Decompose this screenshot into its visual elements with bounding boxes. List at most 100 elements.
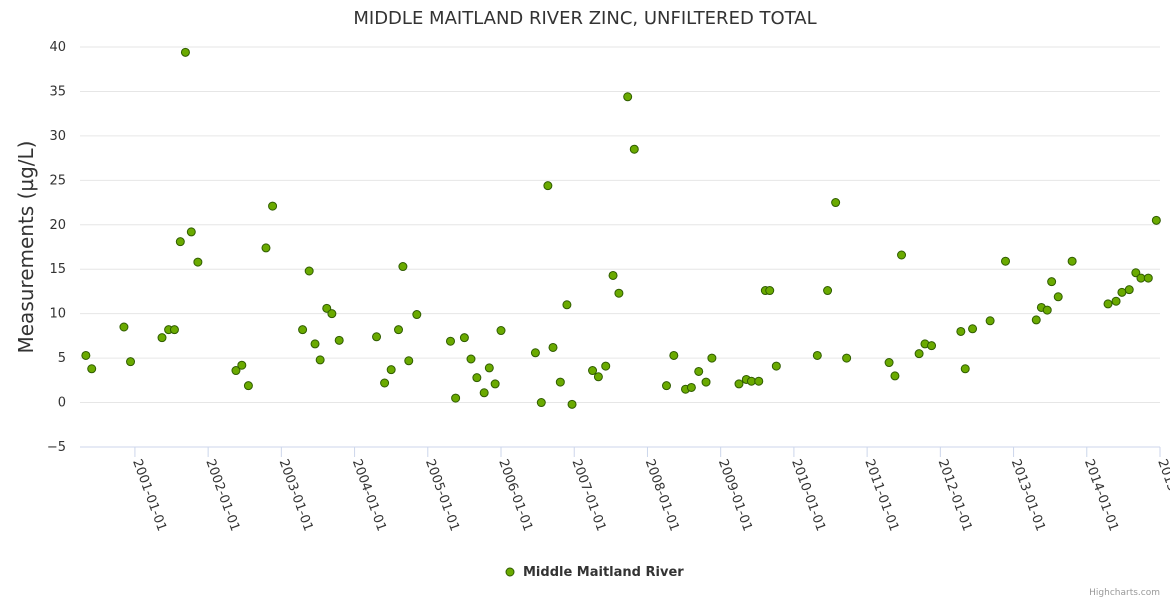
data-point[interactable]	[372, 332, 382, 342]
data-point[interactable]	[398, 262, 408, 272]
data-point[interactable]	[380, 378, 390, 388]
data-point[interactable]	[169, 325, 179, 335]
data-point[interactable]	[1124, 285, 1134, 295]
data-point[interactable]	[890, 371, 900, 381]
data-point[interactable]	[530, 348, 540, 358]
legend[interactable]: Middle Maitland River	[505, 565, 684, 580]
data-point[interactable]	[175, 237, 185, 247]
data-point[interactable]	[1053, 292, 1063, 302]
data-point[interactable]	[237, 360, 247, 370]
data-point[interactable]	[771, 361, 781, 371]
credits-link[interactable]: Highcharts.com	[1089, 588, 1160, 598]
data-point[interactable]	[842, 353, 852, 363]
data-point[interactable]	[985, 316, 995, 326]
data-point[interactable]	[823, 286, 833, 296]
y-tick-label: 35	[49, 84, 66, 99]
y-tick-label: 30	[49, 129, 66, 144]
data-point[interactable]	[629, 144, 639, 154]
data-point[interactable]	[1047, 277, 1057, 287]
data-point[interactable]	[1001, 256, 1011, 266]
data-point[interactable]	[310, 339, 320, 349]
data-point[interactable]	[459, 333, 469, 343]
data-point[interactable]	[386, 365, 396, 375]
data-point[interactable]	[268, 201, 278, 211]
data-point[interactable]	[897, 250, 907, 260]
data-point[interactable]	[1111, 296, 1121, 306]
data-point[interactable]	[1031, 315, 1041, 325]
data-point[interactable]	[451, 393, 461, 403]
data-point[interactable]	[701, 377, 711, 387]
data-point[interactable]	[315, 355, 325, 365]
data-point[interactable]	[686, 382, 696, 392]
data-point[interactable]	[555, 377, 565, 387]
data-point[interactable]	[412, 310, 422, 320]
data-point[interactable]	[479, 388, 489, 398]
data-point[interactable]	[1117, 287, 1127, 297]
data-point[interactable]	[327, 309, 337, 319]
data-point[interactable]	[536, 398, 546, 408]
data-point[interactable]	[126, 357, 136, 367]
data-point[interactable]	[157, 333, 167, 343]
data-point[interactable]	[484, 363, 494, 373]
data-point[interactable]	[968, 324, 978, 334]
data-point[interactable]	[601, 361, 611, 371]
data-point[interactable]	[623, 92, 633, 102]
data-point[interactable]	[334, 335, 344, 345]
data-point[interactable]	[322, 303, 332, 313]
data-point[interactable]	[548, 342, 558, 352]
data-point[interactable]	[914, 349, 924, 359]
data-point[interactable]	[394, 325, 404, 335]
data-point[interactable]	[927, 341, 937, 351]
data-point[interactable]	[490, 379, 500, 389]
data-point[interactable]	[734, 379, 744, 389]
data-point[interactable]	[1042, 305, 1052, 315]
data-point[interactable]	[608, 270, 618, 280]
data-point[interactable]	[1136, 273, 1146, 283]
data-point[interactable]	[1131, 268, 1141, 278]
data-point[interactable]	[261, 243, 271, 253]
data-point[interactable]	[593, 372, 603, 382]
data-point[interactable]	[472, 373, 482, 383]
data-point[interactable]	[754, 376, 764, 386]
data-point[interactable]	[1067, 256, 1077, 266]
data-point[interactable]	[669, 350, 679, 360]
data-point[interactable]	[661, 381, 671, 391]
data-point[interactable]	[1151, 215, 1161, 225]
data-point[interactable]	[707, 353, 717, 363]
data-point[interactable]	[956, 326, 966, 336]
data-point[interactable]	[404, 356, 414, 366]
data-point[interactable]	[562, 300, 572, 310]
data-point[interactable]	[746, 376, 756, 386]
data-point[interactable]	[831, 198, 841, 208]
legend-item-middle-maitland-river[interactable]: Middle Maitland River	[523, 565, 684, 580]
data-point[interactable]	[1143, 273, 1153, 283]
data-point[interactable]	[180, 47, 190, 57]
data-point[interactable]	[960, 364, 970, 374]
y-tick-label: 15	[49, 262, 66, 277]
data-point[interactable]	[1103, 299, 1113, 309]
data-point[interactable]	[588, 366, 598, 376]
data-point[interactable]	[567, 399, 577, 409]
data-point[interactable]	[186, 227, 196, 237]
data-point[interactable]	[231, 366, 241, 376]
data-point[interactable]	[496, 326, 506, 336]
data-point[interactable]	[119, 322, 129, 332]
data-point[interactable]	[466, 354, 476, 364]
data-point[interactable]	[694, 366, 704, 376]
data-point[interactable]	[87, 364, 97, 374]
y-tick-label: 10	[49, 307, 66, 322]
data-point[interactable]	[614, 288, 624, 298]
data-point[interactable]	[304, 266, 314, 276]
data-point[interactable]	[445, 336, 455, 346]
series-middle-maitland-river[interactable]	[81, 47, 1161, 409]
data-point[interactable]	[765, 286, 775, 296]
data-point[interactable]	[812, 350, 822, 360]
data-point[interactable]	[81, 350, 91, 360]
data-point[interactable]	[298, 325, 308, 335]
data-point[interactable]	[243, 381, 253, 391]
y-tick-label: 20	[49, 218, 66, 233]
data-point[interactable]	[193, 257, 203, 267]
data-point[interactable]	[543, 181, 553, 191]
data-point[interactable]	[884, 358, 894, 368]
